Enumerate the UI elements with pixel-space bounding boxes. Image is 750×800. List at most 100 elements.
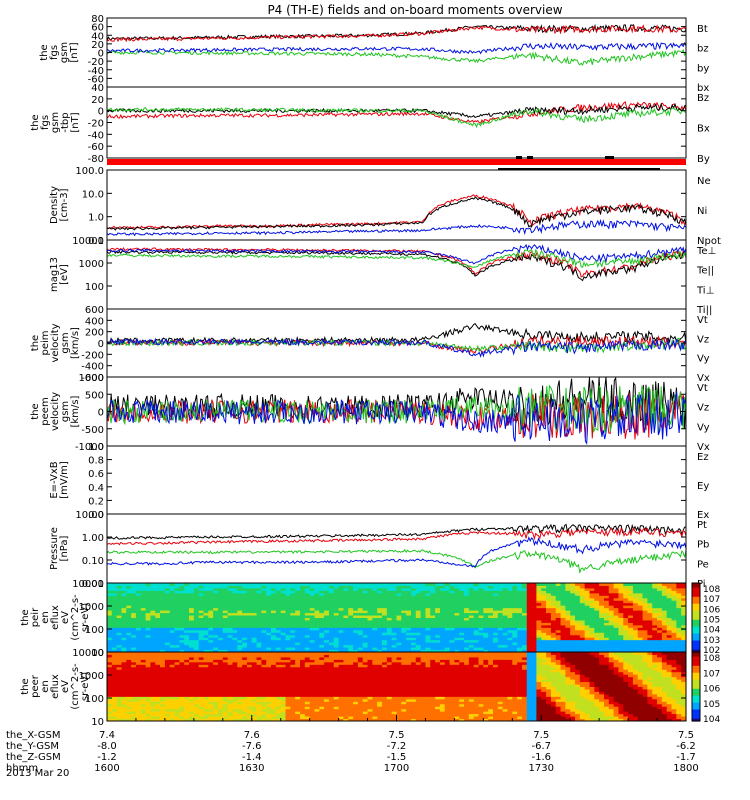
spectrogram-cell [565,617,571,621]
spectrogram-cell [208,713,214,717]
spectrogram-cell [353,585,359,589]
spectrogram-cell [502,637,508,641]
spectrogram-cell [343,590,349,594]
spectrogram-cell [454,605,460,609]
spectrogram-cell [570,624,576,628]
spectrogram-cell [464,649,470,653]
spectrogram-cell [502,595,508,599]
legend-Pe: Pe [697,559,709,570]
spectrogram-cell [242,688,248,692]
spectrogram-cell [217,691,224,695]
spectrogram-cell [295,597,301,601]
spectrogram-cell [328,627,335,631]
spectrogram-cell [203,585,209,589]
spectrogram-cell [410,607,417,611]
spectrogram-cell [271,664,277,668]
spectrogram-cell [478,585,484,589]
spectrogram-cell [189,676,195,680]
spectrogram-cell [623,602,629,606]
spectrogram-cell [439,583,446,586]
spectrogram-cell [203,664,209,668]
spectrogram-cell [251,713,258,717]
spectrogram-cell [657,617,663,621]
spectrogram-cell [222,716,229,720]
spectrogram-cell [666,607,673,611]
spectrogram-cell [280,634,287,638]
spectrogram-cell [217,698,224,702]
spectrogram-cell [174,698,180,702]
spectrogram-cell [208,698,214,702]
spectrogram-cell [415,627,422,631]
spectrogram-cell [295,693,301,697]
spectrogram-cell [121,669,127,673]
colorbar-label: 105 [703,616,720,626]
spectrogram-cell [464,595,470,599]
spectrogram-cell [430,610,436,614]
spectrogram-cell [555,627,562,631]
spectrogram-cell [348,600,354,604]
spectrogram-cell [391,583,398,586]
spectrogram-cell [353,583,359,586]
spectrogram-cell [251,686,258,690]
spectrogram-cell [589,649,595,653]
spectrogram-cell [584,585,590,589]
spectrogram-cell [507,585,513,589]
spectrogram-cell [478,592,484,596]
spectrogram-cell [266,703,272,707]
panel-frame [106,445,687,515]
spectrogram-cell [271,595,277,599]
spectrogram-cell [348,587,354,591]
spectrogram-cell [193,708,200,712]
spectrogram-cell [618,632,624,636]
spectrogram-cell [266,592,272,596]
spectrogram-cell [208,711,214,715]
spectrogram-cell [275,661,282,665]
spectrogram-cell [179,632,185,636]
spectrogram-cell [671,639,677,643]
spectrogram-cell [164,607,171,611]
spectrogram-cell [362,597,369,601]
spectrogram-cell [324,642,330,646]
spectrogram-cell [372,619,378,623]
spectrogram-cell [575,647,581,651]
spectrogram-cell [275,674,282,678]
spectrogram-cell [425,615,431,618]
spectrogram-cell [203,634,209,638]
spectrogram-cell [189,600,195,604]
spectrogram-cell [135,649,142,653]
spectrogram-cell [377,634,383,638]
spectrogram-cell [589,602,595,606]
spectrogram-cell [372,624,378,628]
spectrogram-cell [396,590,402,594]
spectrogram-cell [304,597,311,601]
spectrogram-cell [521,637,528,641]
spectrogram-cell [353,632,359,636]
spectrogram-cell [502,617,508,621]
spectrogram-cell [555,629,562,633]
spectrogram-cell [449,612,455,616]
spectrogram-cell [107,652,113,655]
spectrogram-cell [386,632,393,636]
spectrogram-cell [246,713,253,717]
spectrogram-cell [237,696,243,700]
spectrogram-cell [237,587,243,591]
spectrogram-cell [164,649,171,653]
spectrogram-cell [579,647,586,651]
spectrogram-cell [468,644,475,648]
spectrogram-cell [647,619,653,623]
spectrogram-cell [145,708,151,712]
spectrogram-cell [628,612,634,616]
spectrogram-cell [396,605,402,609]
spectrogram-cell [261,583,267,586]
spectrogram-cell [328,634,335,638]
spectrogram-cell [328,711,335,715]
spectrogram-cell [372,587,378,591]
spectrogram-cell [560,629,566,633]
spectrogram-cell [107,676,113,680]
spectrogram-cell [266,669,272,673]
spectrogram-cell [271,706,277,710]
spectrogram-cell [647,587,653,591]
spectrogram-cell [589,634,595,638]
spectrogram-cell [140,592,147,596]
spectrogram-cell [362,612,369,616]
